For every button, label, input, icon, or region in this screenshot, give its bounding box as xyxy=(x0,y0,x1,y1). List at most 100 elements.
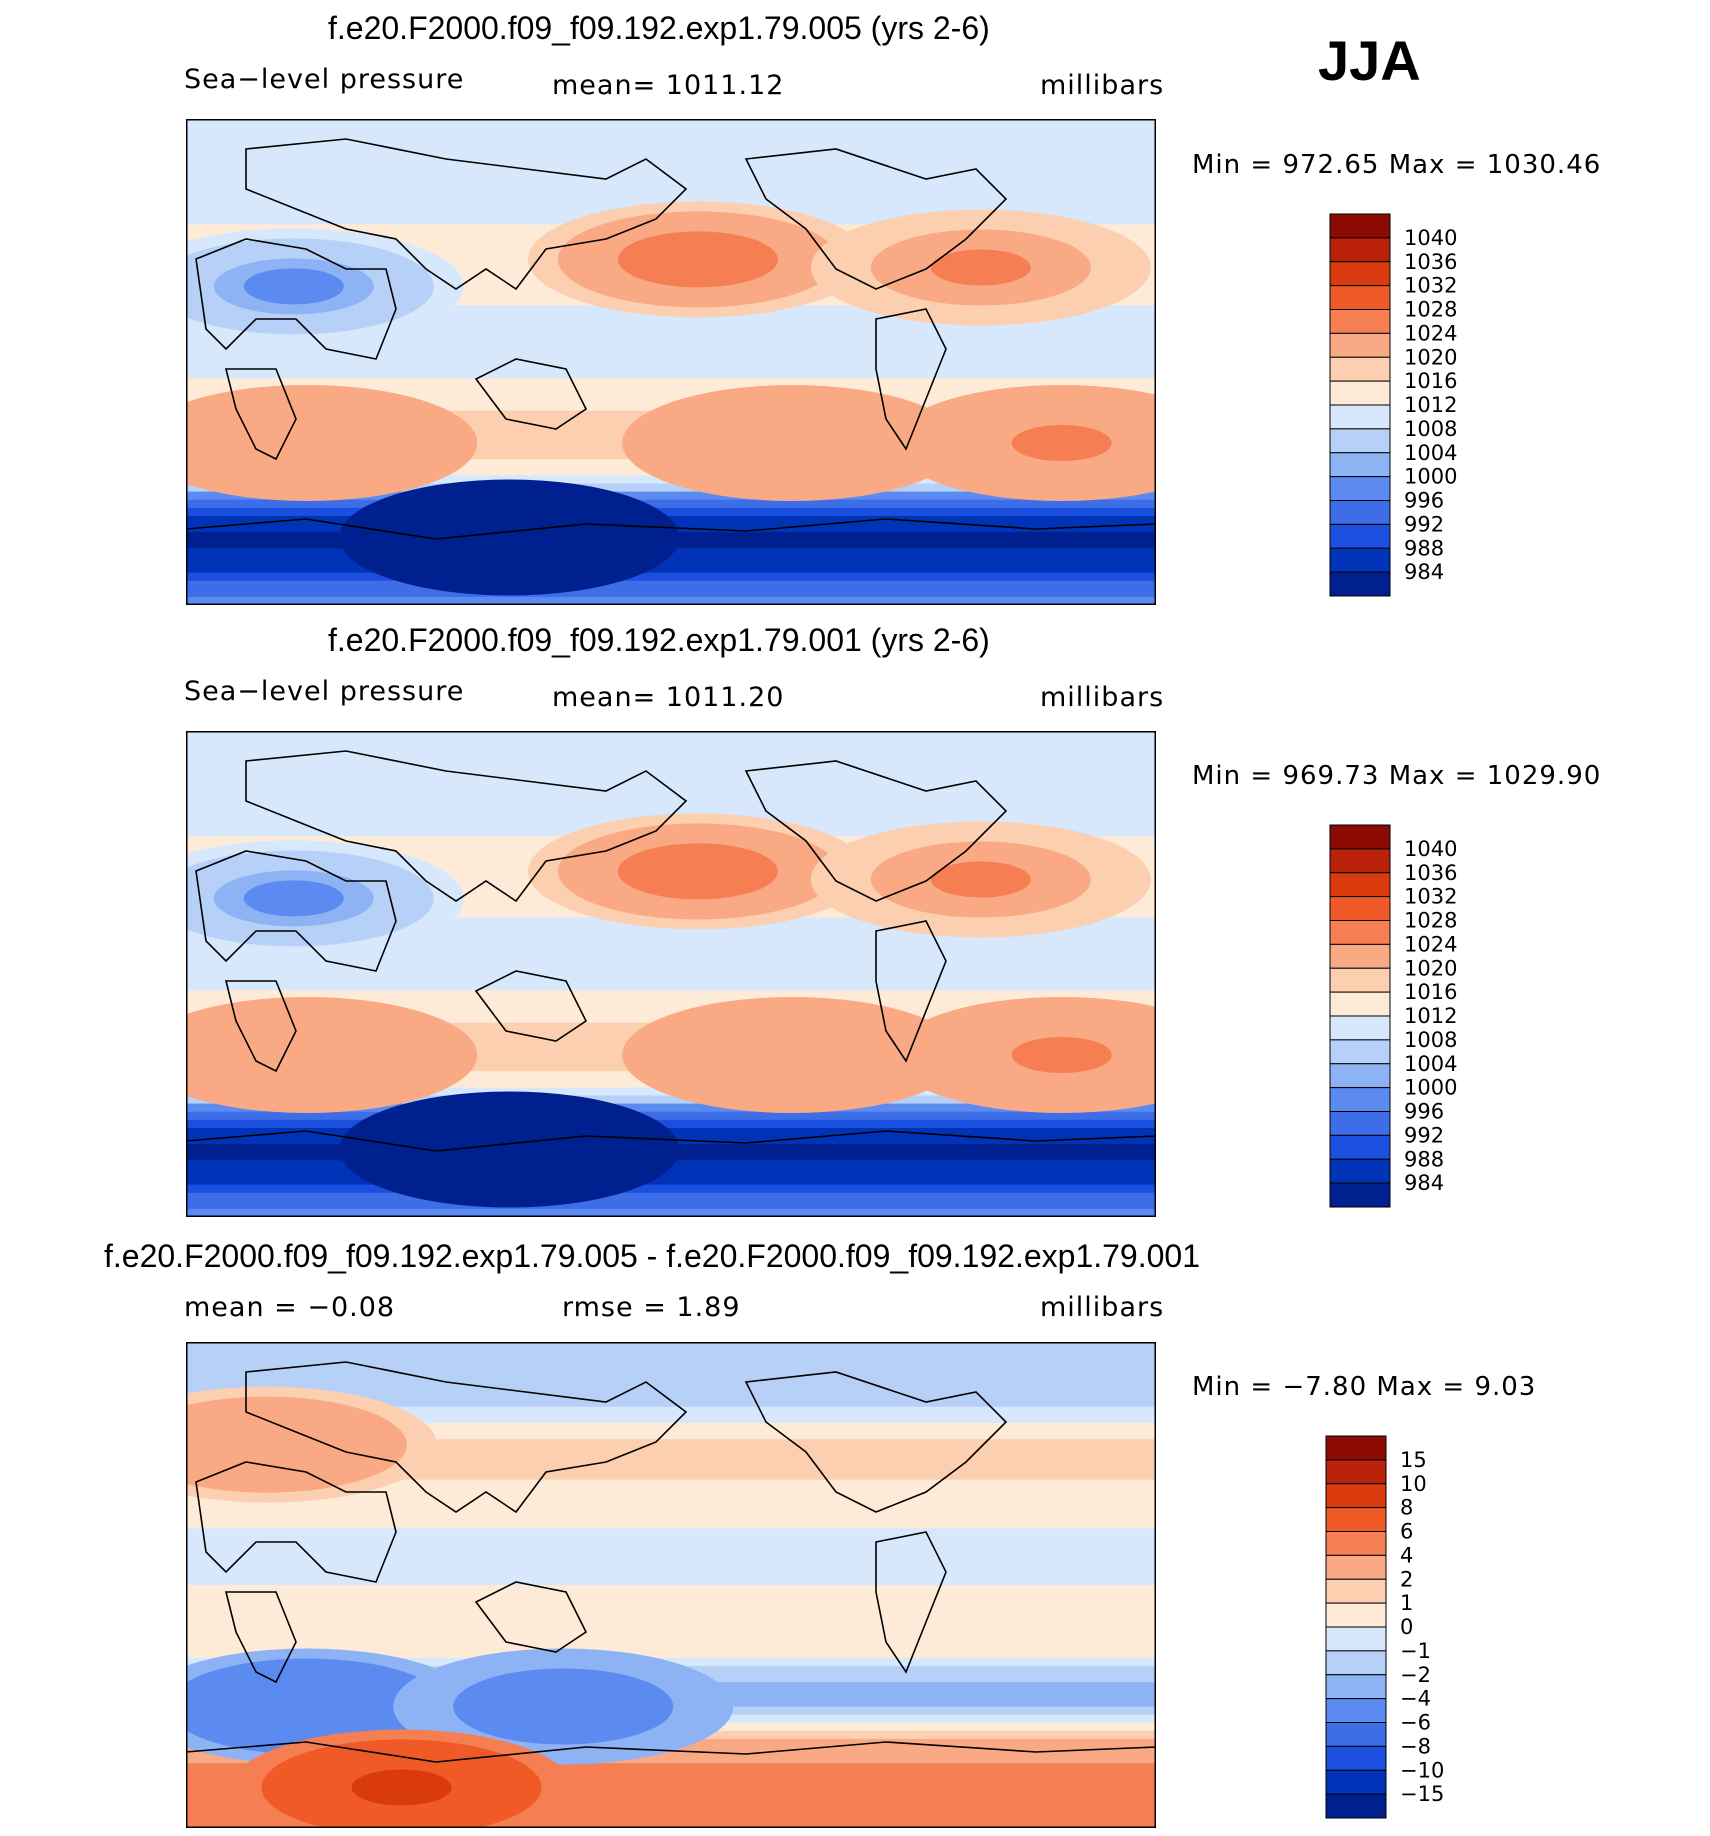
colorbar-box xyxy=(1329,428,1391,454)
zonal-band xyxy=(186,1787,1156,1797)
zonal-band xyxy=(186,1536,1156,1546)
zonal-band xyxy=(186,151,1156,161)
colorbar-tick-label: 1032 xyxy=(1404,885,1457,909)
colorbar-box xyxy=(1329,1087,1391,1112)
zonal-band xyxy=(186,362,1156,371)
colorbar-tick-label: 1032 xyxy=(1404,274,1457,298)
zonal-band xyxy=(186,1455,1156,1465)
colorbar-tick-label: 988 xyxy=(1404,1147,1444,1171)
colorbar-box xyxy=(1325,1745,1387,1771)
zonal-band xyxy=(186,957,1156,967)
colorbar-box xyxy=(1329,1182,1391,1208)
zonal-band xyxy=(186,572,1156,582)
zonal-band xyxy=(186,803,1156,813)
colorbar-tick-label: 1020 xyxy=(1404,345,1457,369)
zonal-band xyxy=(186,974,1156,983)
pressure-feature xyxy=(393,1648,734,1765)
colorbar-box xyxy=(1325,1483,1387,1509)
colorbar-tick-label: 1036 xyxy=(1404,250,1457,274)
contour-fill xyxy=(742,1037,843,1073)
coastline xyxy=(245,750,688,903)
zonal-band xyxy=(186,329,1156,339)
zonal-band xyxy=(186,394,1156,404)
zonal-band xyxy=(186,1795,1156,1805)
contour-fill xyxy=(257,425,358,461)
zonal-band xyxy=(186,1095,1156,1105)
colorbar-box xyxy=(1329,896,1391,921)
coastline xyxy=(474,1581,588,1653)
zonal-band xyxy=(186,1439,1156,1448)
zonal-band xyxy=(186,1350,1156,1359)
colorbar-box xyxy=(1329,261,1391,287)
colorbar-tick-label: 996 xyxy=(1404,489,1444,513)
zonal-band xyxy=(186,1601,1156,1610)
colorbar-box xyxy=(1329,523,1391,549)
zonal-band xyxy=(186,483,1156,493)
coastline xyxy=(474,358,588,430)
zonal-band xyxy=(186,119,1156,128)
contour-fill xyxy=(647,241,748,278)
zonal-band xyxy=(186,1406,1156,1416)
panel2-map xyxy=(186,731,1156,1217)
pressure-feature xyxy=(891,385,1156,501)
pressure-feature xyxy=(527,201,868,318)
colorbar-box xyxy=(1325,1507,1387,1532)
pressure-feature xyxy=(339,479,680,596)
zonal-band xyxy=(186,1200,1156,1210)
colorbar-tick-label: 984 xyxy=(1404,1171,1444,1195)
colorbar-tick-label: 1024 xyxy=(1404,932,1457,956)
zonal-band xyxy=(186,1184,1156,1194)
colorbar-tick-label: 1004 xyxy=(1404,1052,1457,1076)
pressure-feature xyxy=(231,1729,572,1828)
pressure-feature xyxy=(527,813,868,930)
zonal-band xyxy=(186,1208,1156,1217)
colorbar-box xyxy=(1325,1602,1387,1628)
colorbar-tick-label: 1004 xyxy=(1404,441,1457,465)
pressure-feature xyxy=(186,997,478,1113)
zonal-band xyxy=(186,1512,1156,1521)
zonal-band xyxy=(186,345,1156,355)
colorbar-tick-label: 984 xyxy=(1404,560,1444,584)
zonal-band xyxy=(186,1504,1156,1513)
zonal-band xyxy=(186,990,1156,999)
colorbar-box xyxy=(1329,547,1391,573)
zonal-band xyxy=(186,321,1156,331)
colorbar-box xyxy=(1325,1793,1387,1819)
zonal-band xyxy=(186,747,1156,756)
colorbar-tick-label: 1000 xyxy=(1404,1076,1457,1100)
coastline xyxy=(875,308,947,451)
zonal-band xyxy=(186,127,1156,136)
contour-fill xyxy=(647,853,748,890)
colorbar-tick-label: 1016 xyxy=(1404,369,1457,393)
contour-fill xyxy=(1011,425,1112,461)
zonal-band xyxy=(186,191,1156,201)
colorbar-box xyxy=(1329,920,1391,945)
map-frame xyxy=(186,731,1156,1217)
zonal-band xyxy=(186,771,1156,781)
colorbar-tick-label: −6 xyxy=(1400,1711,1431,1735)
zonal-band xyxy=(186,941,1156,951)
zonal-band xyxy=(186,755,1156,764)
zonal-band xyxy=(186,564,1156,574)
panel2-title: f.e20.F2000.f09_f09.192.exp1.79.001 (yrs… xyxy=(328,622,990,658)
colorbar-tick-label: 10 xyxy=(1400,1472,1427,1496)
panel1-colorbar: 1040103610321028102410201016101210081004… xyxy=(1329,213,1457,597)
zonal-band xyxy=(186,1374,1156,1384)
colorbar-box xyxy=(1329,1134,1391,1160)
zonal-band xyxy=(186,763,1156,773)
panel2-variable-label: Sea−level pressure xyxy=(184,676,465,707)
zonal-band xyxy=(186,491,1156,501)
panel1-minmax: Min = 972.65 Max = 1030.46 xyxy=(1192,150,1602,180)
colorbar-tick-label: 992 xyxy=(1404,1123,1444,1147)
coastline xyxy=(744,148,1008,290)
contour-fill xyxy=(742,425,843,461)
zonal-band xyxy=(186,787,1156,797)
pressure-feature xyxy=(891,997,1156,1113)
zonal-band xyxy=(186,1641,1156,1651)
zonal-band xyxy=(186,1779,1156,1789)
colorbar-box xyxy=(1329,991,1391,1017)
zonal-band xyxy=(186,1168,1156,1178)
colorbar-box xyxy=(1329,237,1391,263)
colorbar-box xyxy=(1329,848,1391,874)
coastline xyxy=(245,1361,688,1514)
